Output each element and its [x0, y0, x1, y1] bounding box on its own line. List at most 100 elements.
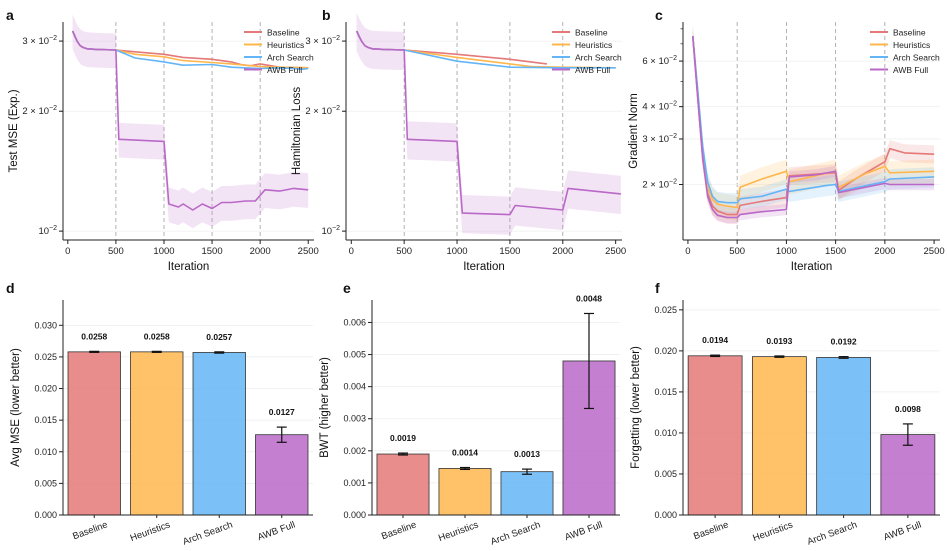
- panel-letter: f: [655, 280, 660, 296]
- y-axis-label: Hamiltonian Loss: [291, 87, 303, 175]
- y-tick-label: 0.030: [34, 320, 57, 330]
- y-tick-label: 0.020: [654, 346, 677, 356]
- y-tick-label: 0.000: [34, 510, 57, 520]
- y-tick-label: 10−2: [38, 225, 57, 237]
- legend-label: Heuristics: [267, 40, 304, 50]
- x-tick-label: 2500: [298, 246, 319, 257]
- y-tick-label: 0.015: [654, 387, 677, 397]
- y-tick-label: 0.003: [343, 414, 366, 424]
- y-axis-label: BWT (higher better): [319, 357, 331, 458]
- panel-letter: d: [6, 280, 15, 296]
- category-label: Heuristics: [129, 519, 172, 544]
- legend-label: Heuristics: [575, 40, 612, 50]
- panel-letter: a: [6, 7, 14, 23]
- legend: Baseline Heuristics Arch Search AWB Full: [552, 28, 622, 75]
- y-tick-label: 0.010: [654, 428, 677, 438]
- category-label: Heuristics: [437, 519, 480, 544]
- series-line-awb-full: [71, 30, 309, 211]
- y-tick-label: 6 × 10−2: [642, 55, 677, 67]
- legend-label: Heuristics: [893, 40, 930, 50]
- y-tick-label: 0.005: [654, 469, 677, 479]
- panel-c: 0 500 1000 1500 2000 2500 2 × 10−2 3 × 10−2 4 × …: [628, 7, 945, 273]
- category-label: Arch Search: [489, 519, 542, 547]
- bar-baseline: [376, 453, 430, 516]
- legend: Baseline Heuristics Arch Search AWB Full: [244, 28, 314, 75]
- legend-label: AWB Full: [575, 65, 610, 75]
- x-tick-label: 0: [65, 246, 70, 257]
- legend-label: AWB Full: [893, 65, 928, 75]
- panel-f: 0.0194 Baseline 0.0193 Heuristics 0.0192 Arch…: [630, 280, 940, 548]
- y-tick-label: 2 × 10−2: [642, 178, 677, 190]
- series-band-baseline: [692, 27, 935, 224]
- x-tick-label: 0: [685, 246, 690, 257]
- bar-awb-full: [255, 434, 309, 516]
- value-label: 0.0048: [576, 293, 602, 303]
- y-tick-label: 0.010: [34, 447, 57, 457]
- value-label: 0.0258: [81, 331, 107, 341]
- y-tick-label: 10−2: [321, 225, 340, 237]
- category-label: Arch Search: [806, 519, 859, 547]
- value-label: 0.0194: [702, 335, 728, 345]
- y-tick-label: 4 × 10−2: [642, 101, 677, 113]
- y-tick-label: 2 × 10−2: [22, 105, 57, 117]
- category-label: AWB Full: [256, 519, 297, 543]
- legend-label: Baseline: [575, 28, 608, 38]
- category-label: Arch Search: [181, 519, 234, 547]
- bar-baseline: [687, 355, 743, 516]
- y-axis-label: Forgetting (lower better): [630, 346, 642, 469]
- series-line-arch-search: [692, 36, 935, 204]
- y-tick-label: 3 × 10−2: [22, 35, 57, 47]
- legend-label: Baseline: [893, 28, 926, 38]
- y-tick-label: 0.000: [654, 510, 677, 520]
- series-band-awb-full: [356, 13, 621, 235]
- x-tick-label: 500: [396, 246, 412, 257]
- value-label: 0.0257: [206, 332, 232, 342]
- panel-e: 0.0019 Baseline 0.0014 Heuristics 0.0013 Arch…: [319, 280, 620, 548]
- x-tick-label: 500: [108, 246, 124, 257]
- x-tick-label: 1000: [446, 246, 467, 257]
- y-tick-label: 3 × 10−2: [642, 133, 677, 145]
- x-axis-label: Iteration: [168, 261, 210, 273]
- y-axis-label: Gradient Norm: [628, 93, 640, 168]
- x-axis-label: Iteration: [791, 261, 833, 273]
- bar-arch-search: [816, 357, 872, 516]
- y-tick-label: 2 × 10−2: [305, 105, 340, 117]
- y-tick-label: 0.020: [34, 384, 57, 394]
- value-label: 0.0258: [144, 331, 170, 341]
- y-tick-label: 0.005: [343, 350, 366, 360]
- value-label: 0.0014: [452, 448, 478, 458]
- y-tick-label: 3 × 10−2: [305, 35, 340, 47]
- value-label: 0.0098: [895, 404, 921, 414]
- x-tick-label: 1500: [825, 246, 846, 257]
- y-tick-label: 0.004: [343, 382, 366, 392]
- category-label: AWB Full: [563, 519, 604, 543]
- series-line-awb-full: [692, 36, 935, 219]
- value-label: 0.0019: [390, 433, 416, 443]
- x-tick-label: 2500: [605, 246, 626, 257]
- x-tick-label: 0: [349, 246, 354, 257]
- bar-heuristics: [751, 356, 807, 516]
- legend-label: AWB Full: [267, 65, 302, 75]
- panel-letter: c: [655, 7, 663, 23]
- x-tick-label: 2000: [874, 246, 895, 257]
- panel-d: 0.0258 Baseline 0.0258 Heuristics 0.0257 Arch…: [6, 280, 313, 548]
- legend-label: Arch Search: [575, 53, 622, 63]
- y-tick-label: 0.025: [34, 352, 57, 362]
- y-tick-label: 0.025: [654, 305, 677, 315]
- x-axis-label: Iteration: [463, 261, 505, 273]
- y-axis-label: Test MSE (Exp.): [8, 89, 20, 172]
- y-tick-label: 0.005: [34, 478, 57, 488]
- series-band-awb-full: [72, 14, 309, 229]
- legend: Baseline Heuristics Arch Search AWB Full: [870, 28, 940, 75]
- panel-letter: b: [322, 7, 331, 23]
- y-tick-label: 0.015: [34, 415, 57, 425]
- y-tick-label: 0.002: [343, 446, 366, 456]
- series-band-arch-search: [692, 26, 935, 214]
- value-label: 0.0192: [831, 337, 857, 347]
- y-axis-label: Avg MSE (lower better): [10, 348, 22, 467]
- bar-awb-full: [880, 434, 936, 516]
- y-tick-label: 0.000: [343, 510, 366, 520]
- value-label: 0.0127: [269, 407, 295, 417]
